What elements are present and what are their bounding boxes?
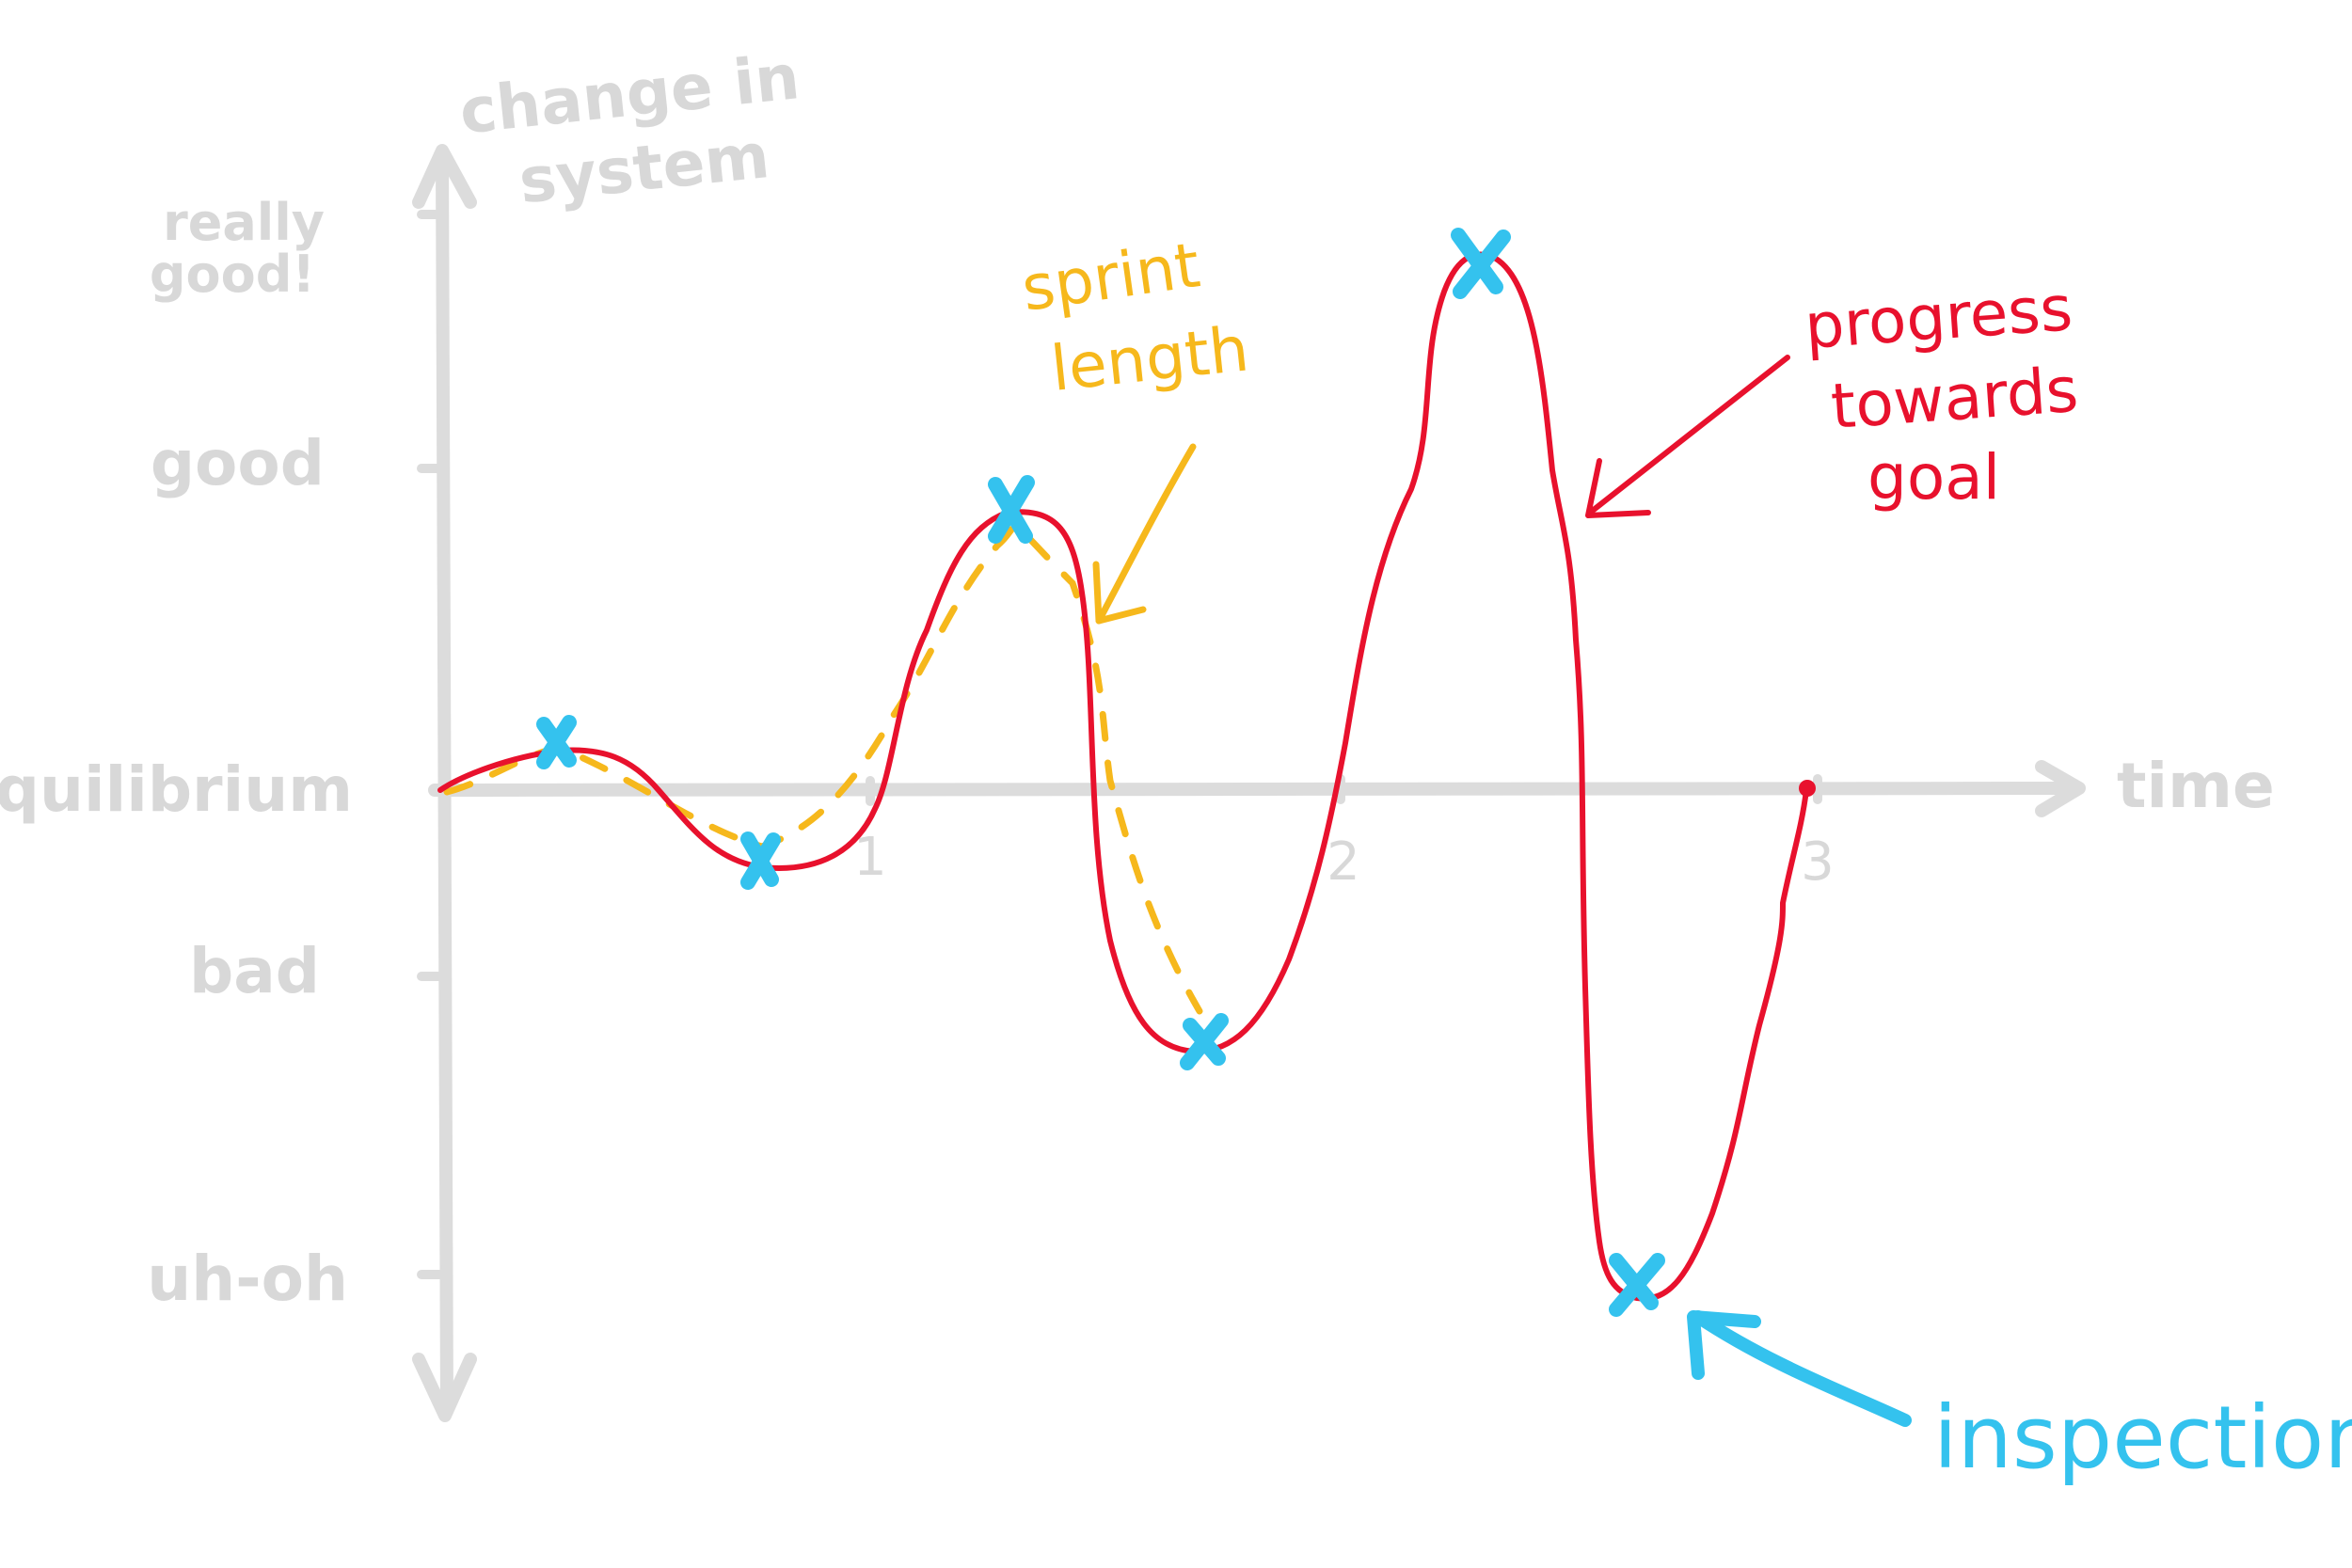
x-tick-labels: 1 2 3 — [853, 827, 1835, 893]
inspection-label: inspection — [1933, 1387, 2352, 1488]
sprint-length-annotation: sprint length — [1018, 229, 1252, 625]
inspection-annotation: inspection — [1687, 1310, 2352, 1488]
progress-label-line-3: goal — [1867, 441, 2000, 514]
inspection-arrow — [1687, 1310, 1912, 1427]
sprint-length-curve — [443, 523, 1203, 1015]
y-axis-arrow-up — [412, 144, 477, 209]
inspection-mark — [1609, 1253, 1665, 1317]
y-label-good: good — [151, 427, 325, 499]
x-axis-arrow — [2035, 760, 2086, 817]
progress-curve-end-dot — [1799, 780, 1816, 797]
y-axis-title: change in system — [456, 40, 803, 217]
x-axis — [428, 760, 2086, 817]
y-label-really-good-1: really — [163, 193, 325, 252]
y-label-really-good-2: good! — [150, 245, 315, 304]
inspection-mark — [536, 715, 577, 769]
progress-label-line-2: towards — [1829, 354, 2081, 443]
inspection-mark — [988, 475, 1035, 544]
y-label-equilibrium: equilibrium — [0, 753, 353, 826]
sprint-label-line-2: length — [1048, 312, 1252, 405]
sprint-label-line-1: sprint — [1018, 229, 1204, 325]
y-axis-arrow-down — [412, 1353, 477, 1422]
inspection-mark — [1180, 1013, 1229, 1070]
y-ticks — [417, 210, 450, 1279]
x-axis-title: time — [2117, 750, 2275, 822]
progress-curve — [437, 251, 1809, 1302]
y-level-labels: really good! good equilibrium bad uh-oh — [0, 193, 353, 1315]
progress-arrow — [1585, 355, 1790, 518]
y-axis — [412, 144, 477, 1422]
x-ticks — [866, 774, 1822, 806]
sprint-arrow — [1092, 443, 1197, 625]
inspection-mark — [1451, 228, 1511, 299]
inspection-markers — [536, 228, 1665, 1317]
progress-annotation: progress towards goal — [1585, 272, 2081, 518]
progress-label-line-1: progress — [1803, 272, 2075, 363]
inspection-mark — [740, 832, 781, 890]
x-axis-line — [428, 782, 2076, 797]
x-tick-label-3: 3 — [1801, 832, 1835, 893]
y-axis-line — [436, 149, 453, 1418]
x-tick-label-2: 2 — [1327, 832, 1360, 893]
y-label-bad: bad — [189, 935, 320, 1007]
y-label-uh-oh: uh-oh — [147, 1243, 348, 1315]
